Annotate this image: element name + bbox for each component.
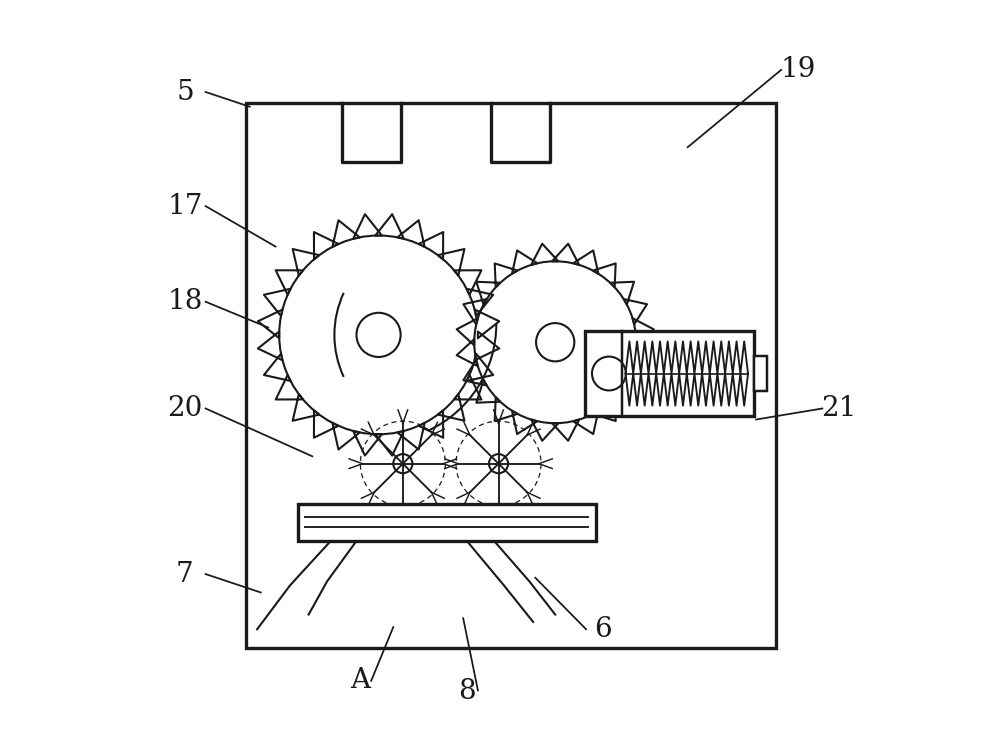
Text: 5: 5	[176, 79, 194, 105]
Text: 19: 19	[780, 57, 816, 83]
Text: 17: 17	[167, 193, 203, 219]
Circle shape	[489, 454, 508, 473]
Text: 20: 20	[167, 395, 203, 422]
Bar	[754, 355, 767, 392]
Text: A: A	[350, 668, 370, 694]
Circle shape	[279, 236, 478, 434]
Text: 8: 8	[458, 679, 476, 705]
Text: 6: 6	[594, 616, 612, 643]
Text: 18: 18	[167, 289, 203, 315]
Bar	[246, 103, 776, 648]
Bar	[298, 504, 596, 541]
Text: 21: 21	[821, 395, 856, 422]
Bar	[585, 331, 754, 416]
Text: 7: 7	[176, 561, 194, 587]
Circle shape	[393, 454, 412, 473]
Circle shape	[474, 261, 636, 423]
